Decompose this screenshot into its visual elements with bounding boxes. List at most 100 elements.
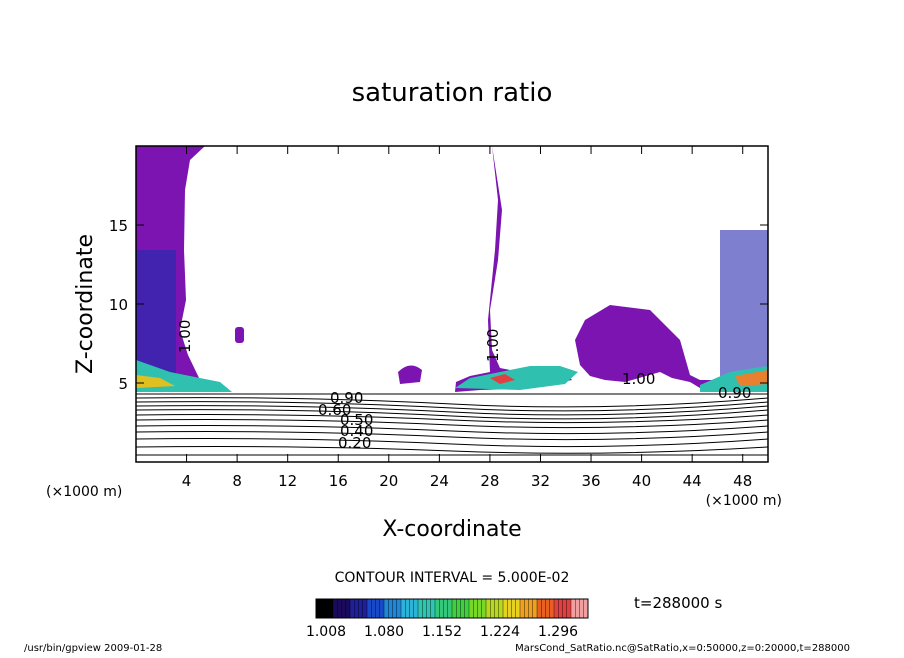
contour-label: 0.90 [718, 384, 751, 402]
colorbar-segment [473, 599, 478, 618]
colorbar-segment [392, 599, 398, 618]
colorbar-segment [345, 599, 351, 618]
colorbar-tick-label: 1.296 [538, 624, 578, 640]
y-axis-label: Z-coordinate [73, 234, 98, 374]
y-tick-label: 10 [109, 296, 128, 314]
x-tick-label: 8 [232, 472, 242, 490]
colorbar-segment [328, 599, 334, 618]
colorbar-ticks: 1.008 1.080 1.152 1.224 1.296 [306, 624, 578, 640]
colorbar-segment [469, 599, 474, 618]
colorbar-segment [354, 599, 359, 618]
colorbar-segment [443, 599, 449, 618]
colorbar-segment [362, 599, 368, 618]
colorbar [315, 599, 589, 618]
colorbar-segment [520, 599, 525, 618]
colorbar-segment [498, 599, 504, 618]
colorbar-segment [324, 599, 330, 618]
chart-title: saturation ratio [352, 78, 553, 108]
colorbar-segment [566, 599, 572, 618]
colorbar-segment [350, 599, 355, 618]
colorbar-segment [507, 599, 512, 618]
x-tick-label: 32 [531, 472, 550, 490]
x-tick-label: 20 [379, 472, 398, 490]
colorbar-segment [545, 599, 551, 618]
time-label: t=288000 s [634, 594, 722, 612]
colorbar-segment [316, 599, 321, 618]
x-tick-label: 12 [278, 472, 297, 490]
colorbar-segment [481, 599, 487, 618]
colorbar-tick-label: 1.152 [422, 624, 462, 640]
blob-x21 [398, 365, 422, 384]
band-right [700, 366, 768, 392]
colorbar-segment [435, 599, 440, 618]
colorbar-segment [447, 599, 453, 618]
colorbar-segment [571, 599, 576, 618]
colorbar-segment [477, 599, 483, 618]
colorbar-tick-label: 1.224 [480, 624, 520, 640]
contour-label: 0.20 [338, 434, 371, 452]
colorbar-tick-label: 1.080 [364, 624, 404, 640]
colorbar-segment [426, 599, 432, 618]
contour-label: 0.90 [330, 389, 363, 407]
colorbar-segment [503, 599, 508, 618]
blob-x9 [235, 327, 244, 343]
colorbar-segment [541, 599, 546, 618]
colorbar-segment [367, 599, 372, 618]
colorbar-segment [515, 599, 521, 618]
colorbar-segment [558, 599, 563, 618]
contour-label: 1.00 [622, 370, 655, 388]
x-axis: 4 8 12 16 20 24 28 32 36 40 44 48 [182, 146, 752, 490]
field-edge-right [720, 230, 768, 390]
x-tick-label: 4 [182, 472, 192, 490]
contour-label: 0.40 [340, 422, 373, 440]
colorbar-segment [320, 599, 325, 618]
colorbar-segment [341, 599, 347, 618]
colorbar-segment [524, 599, 529, 618]
contour-lines [136, 393, 768, 456]
x-tick-label: 40 [632, 472, 651, 490]
x-unit-label: (×1000 m) [706, 493, 782, 509]
colorbar-segment [562, 599, 568, 618]
colorbar-segment [490, 599, 495, 618]
y-tick-label: 15 [109, 217, 128, 235]
contour-label: 0.60 [318, 401, 351, 419]
colorbar-segment [430, 599, 436, 618]
colorbar-segment [396, 599, 402, 618]
colorbar-segment [452, 599, 457, 618]
band-mid [455, 366, 578, 390]
colorbar-segment [486, 599, 491, 618]
x-axis-label: X-coordinate [382, 517, 521, 542]
colorbar-segment [401, 599, 406, 618]
colorbar-tick-label: 1.008 [306, 624, 346, 640]
colorbar-segment [413, 599, 419, 618]
colorbar-segment [405, 599, 410, 618]
colorbar-frame [315, 598, 589, 619]
colorbar-segment [439, 599, 444, 618]
colorbar-segment [388, 599, 393, 618]
x-tick-label: 16 [329, 472, 348, 490]
colorbar-segment [554, 599, 559, 618]
y-tick-label: 5 [118, 375, 128, 393]
colorbar-segment [532, 599, 538, 618]
colorbar-segment [494, 599, 500, 618]
x-tick-label: 28 [480, 472, 499, 490]
x-tick-label: 48 [733, 472, 752, 490]
colorbar-segment [549, 599, 555, 618]
colorbar-segment [575, 599, 580, 618]
band-right-core [735, 370, 768, 386]
colorbar-segment [537, 599, 542, 618]
footer-right: MarsCond_SatRatio.nc@SatRatio,x=0:50000,… [515, 643, 850, 654]
colorbar-segment [333, 599, 338, 618]
band-left-core [136, 375, 175, 388]
colorbar-segment [375, 599, 381, 618]
contour-label: 1.00 [484, 329, 502, 362]
colorbar-segment [337, 599, 342, 618]
x-tick-label: 44 [683, 472, 702, 490]
x-tick-label: 24 [430, 472, 449, 490]
field-region-right [455, 146, 768, 392]
colorbar-segment [460, 599, 466, 618]
plot-area: 1.00 1.00 1.00 0.90 0.60 0.50 0.40 0.20 … [136, 146, 768, 462]
colorbar-segment [384, 599, 389, 618]
contour-interval: CONTOUR INTERVAL = 5.000E-02 [335, 570, 570, 586]
